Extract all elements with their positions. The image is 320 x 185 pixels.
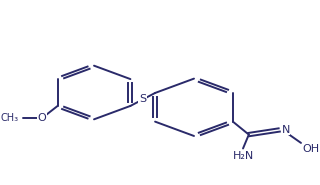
Text: CH₃: CH₃: [0, 113, 19, 123]
Text: H₂N: H₂N: [232, 151, 254, 161]
Text: N: N: [282, 125, 290, 135]
Text: O: O: [37, 113, 46, 123]
Text: OH: OH: [302, 144, 320, 154]
Text: S: S: [139, 94, 146, 105]
